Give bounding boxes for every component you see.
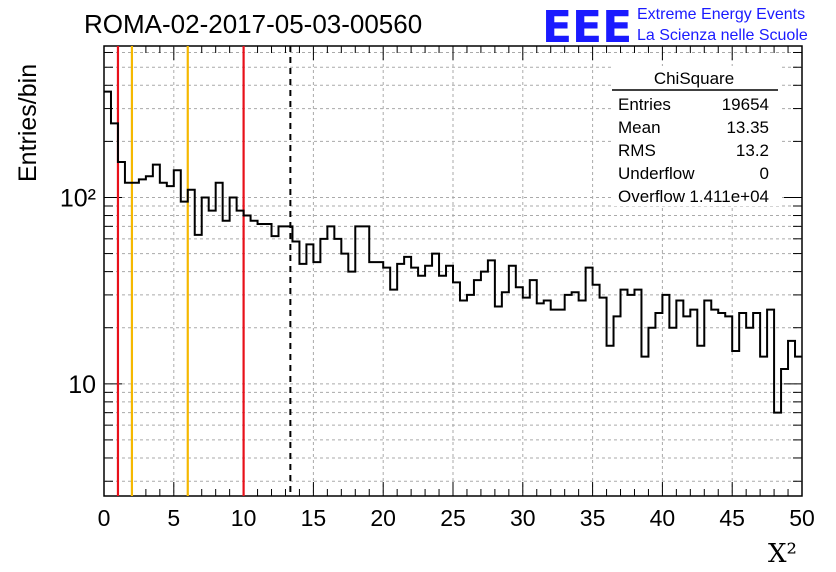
stats-value: 1.411e+04 [689, 187, 769, 206]
x-tick-label: 5 [167, 505, 180, 531]
histogram-line [104, 90, 802, 414]
logo-letters: EEE [542, 2, 632, 53]
x-tick-label: 40 [650, 505, 676, 531]
stats-box: ChiSquare Entries 19654 Mean 13.35 RMS 13.2 Un… [612, 66, 780, 206]
logo-line2: La Scienza nelle Scuole [637, 27, 808, 44]
stats-value: 19654 [722, 95, 769, 114]
axis-ticks [103, 46, 803, 496]
stats-label: Overflow [618, 187, 686, 206]
stats-label: Mean [618, 118, 661, 137]
x-tick-label: 50 [789, 505, 815, 531]
x-tick-label: 0 [98, 505, 111, 531]
y-tick-label: 10² [60, 184, 96, 212]
y-axis-label: Entries/bin [14, 64, 42, 182]
chart-title: ROMA-02-2017-05-03-00560 [84, 9, 422, 39]
stats-value: 0 [760, 164, 769, 183]
x-tick-label: 35 [580, 505, 606, 531]
stats-label: Entries [618, 95, 671, 114]
stats-title: ChiSquare [654, 69, 734, 88]
x-tick-label: 30 [510, 505, 536, 531]
stats-label: RMS [618, 141, 656, 160]
y-tick-labels: 10 10² [60, 184, 96, 398]
x-axis-label: X² [768, 539, 797, 569]
x-tick-labels: 0 5 10 15 20 25 30 35 40 45 50 [98, 505, 815, 531]
stats-value: 13.2 [736, 141, 769, 160]
x-tick-label: 25 [440, 505, 466, 531]
y-tick-label: 10 [68, 371, 96, 399]
x-tick-label: 20 [370, 505, 396, 531]
x-tick-label: 45 [719, 505, 745, 531]
x-tick-label: 10 [231, 505, 257, 531]
logo-line1: Extreme Energy Events [637, 6, 805, 23]
x-tick-label: 15 [301, 505, 327, 531]
stats-label: Underflow [618, 164, 695, 183]
marker-lines [116, 46, 292, 496]
eee-logo: EEE Extreme Energy Events La Scienza nel… [542, 2, 808, 53]
stats-value: 13.35 [726, 118, 769, 137]
